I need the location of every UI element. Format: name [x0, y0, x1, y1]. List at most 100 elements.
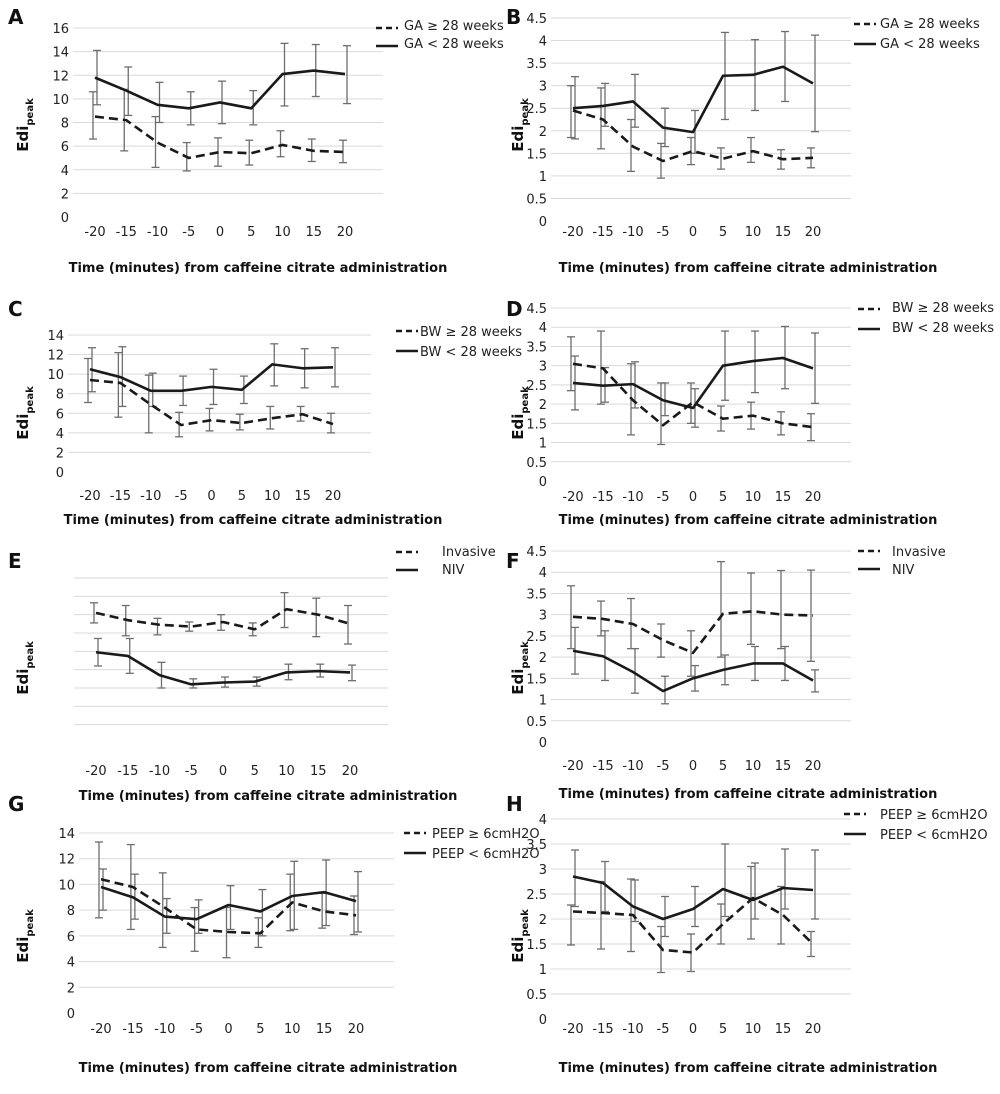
x-axis-title: Time (minutes) from caffeine citrate adm…: [559, 1061, 938, 1076]
x-tick-label: 10: [284, 1022, 301, 1037]
y-tick-label: 1.5: [526, 147, 547, 162]
x-tick-label: 5: [251, 764, 259, 779]
x-tick-label: 0: [689, 1022, 697, 1037]
panel-letter: B: [506, 5, 521, 29]
y-axis-title-main: Edi: [14, 126, 32, 152]
x-tick-label: 5: [719, 1022, 727, 1037]
y-tick-label: 2: [56, 446, 64, 461]
y-tick-label: 1.5: [526, 938, 547, 953]
y-tick-label: 3: [539, 609, 547, 624]
y-axis-title: Edipeak: [509, 386, 531, 440]
y-tick-label: 6: [56, 407, 64, 422]
x-tick-label: 20: [805, 225, 822, 240]
x-axis-title: Time (minutes) from caffeine citrate adm…: [559, 513, 938, 528]
y-axis-title-main: Edi: [509, 669, 527, 695]
x-tick-label: -5: [657, 490, 670, 505]
y-tick-label: 4.5: [526, 12, 547, 27]
y-tick-label: 2.5: [526, 888, 547, 903]
legend-label: NIV: [892, 563, 915, 578]
y-tick-label: 2: [61, 187, 69, 202]
y-tick-label: 4.5: [526, 545, 547, 560]
y-tick-label: 16: [52, 22, 69, 37]
panel-letter: E: [8, 549, 22, 573]
x-tick-label: -15: [592, 225, 613, 240]
y-tick-label: 14: [52, 46, 69, 61]
x-tick-label: 0: [216, 225, 224, 240]
y-axis-title-subscript: peak: [520, 98, 531, 126]
y-tick-label: 0: [539, 1013, 547, 1028]
x-tick-label: 10: [745, 759, 762, 774]
y-axis-title-main: Edi: [509, 937, 527, 963]
legend-label: BW < 28 weeks: [892, 321, 994, 336]
y-axis-title-main: Edi: [509, 126, 527, 152]
y-tick-label: 0.5: [526, 456, 547, 471]
x-tick-label: -5: [190, 1022, 203, 1037]
y-tick-label: 10: [58, 878, 75, 893]
series-line-solid: [572, 65, 814, 134]
y-tick-label: 3.5: [526, 587, 547, 602]
x-tick-label: 15: [294, 489, 311, 504]
x-tick-label: -15: [110, 489, 131, 504]
y-tick-label: 12: [52, 69, 69, 84]
x-tick-label: 0: [689, 490, 697, 505]
x-tick-label: 10: [278, 764, 295, 779]
x-tick-label: 10: [745, 1022, 762, 1037]
series-line-dashed: [89, 378, 334, 427]
y-tick-label: 1: [539, 963, 547, 978]
x-tick-label: -15: [116, 225, 137, 240]
legend-label: GA ≥ 28 weeks: [880, 17, 980, 32]
y-axis-title: Edipeak: [509, 98, 531, 152]
y-tick-label: 4: [56, 427, 64, 442]
legend-label: BW < 28 weeks: [420, 345, 522, 360]
y-tick-label: 10: [52, 93, 69, 108]
y-tick-label: 2: [539, 651, 547, 666]
legend-label: PEEP < 6cmH2O: [880, 828, 988, 843]
series-line-dashed: [94, 115, 346, 160]
x-tick-label: -10: [622, 490, 643, 505]
y-tick-label: 4: [539, 813, 547, 828]
x-tick-label: 0: [689, 759, 697, 774]
y-tick-label: 0: [539, 736, 547, 751]
x-tick-label: -5: [175, 489, 188, 504]
y-axis-title: Edipeak: [14, 386, 36, 440]
x-tick-label: 20: [805, 759, 822, 774]
x-tick-label: 5: [238, 489, 246, 504]
x-tick-label: 20: [337, 225, 354, 240]
x-tick-label: -15: [592, 1022, 613, 1037]
panel-f: F 0 0.5 1 1.5 2 2.5 3 3.5 4 4.5 -20 -15 -10 -5 0 5 10 15 20…: [506, 545, 946, 802]
x-tick-label: 0: [207, 489, 215, 504]
y-tick-label: 1.5: [526, 672, 547, 687]
x-tick-label: -20: [90, 1022, 111, 1037]
series-line-dashed: [572, 109, 814, 163]
x-axis-title: Time (minutes) from caffeine citrate adm…: [559, 261, 938, 276]
y-tick-label: 14: [58, 827, 75, 842]
x-tick-label: 20: [348, 1022, 365, 1037]
y-tick-label: 2: [539, 125, 547, 140]
legend-label: GA ≥ 28 weeks: [404, 19, 504, 34]
x-tick-label: 0: [224, 1022, 232, 1037]
x-tick-label: 10: [745, 490, 762, 505]
x-tick-label: 20: [805, 1022, 822, 1037]
series-line-dashed: [572, 362, 814, 429]
y-tick-label: 2.5: [526, 102, 547, 117]
x-tick-label: 15: [775, 1022, 792, 1037]
y-tick-label: 2: [539, 913, 547, 928]
y-tick-label: 3: [539, 80, 547, 95]
y-tick-label: 4.5: [526, 302, 547, 317]
x-axis-title: Time (minutes) from caffeine citrate adm…: [79, 789, 458, 804]
series-line-solid: [100, 885, 357, 921]
x-tick-label: -10: [622, 1022, 643, 1037]
x-tick-label: 0: [689, 225, 697, 240]
legend-label: NIV: [442, 563, 465, 578]
y-axis-title: Edipeak: [509, 641, 531, 695]
y-axis-title-main: Edi: [14, 669, 32, 695]
y-tick-label: 4: [539, 35, 547, 50]
x-tick-label: -10: [149, 764, 170, 779]
y-tick-label: 14: [47, 329, 64, 344]
x-tick-label: -20: [562, 1022, 583, 1037]
y-tick-label: 1: [539, 170, 547, 185]
y-axis-title-subscript: peak: [25, 641, 36, 669]
y-axis-title: Edipeak: [14, 641, 36, 695]
x-tick-label: -5: [182, 225, 195, 240]
panel-letter: H: [506, 792, 523, 816]
